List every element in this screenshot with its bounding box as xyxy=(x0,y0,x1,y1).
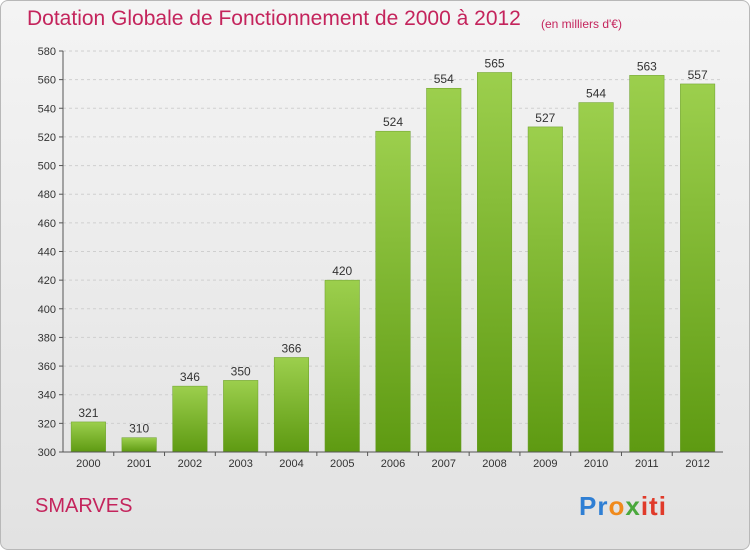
y-axis: 300 320 340 360 380 400 420 440 460 480 500 520 540 5… xyxy=(38,46,64,459)
bar-value-label: 321 xyxy=(78,406,98,420)
bar-value-label: 554 xyxy=(434,72,454,86)
y-tick-label: 360 xyxy=(38,361,56,373)
bar-value-label: 310 xyxy=(129,422,149,436)
bar-value-label: 565 xyxy=(485,56,505,70)
bar-value-label: 346 xyxy=(180,370,200,384)
y-tick-label: 500 xyxy=(38,161,56,173)
y-tick-label: 380 xyxy=(38,332,56,344)
y-tick-label: 560 xyxy=(38,75,56,87)
y-tick-label: 540 xyxy=(38,103,56,115)
x-tick-label: 2005 xyxy=(330,458,354,470)
x-tick-label: 2006 xyxy=(381,458,405,470)
y-tick-label: 580 xyxy=(38,46,56,58)
x-tick-label: 2001 xyxy=(127,458,151,470)
bar xyxy=(223,380,259,453)
x-tick-label: 2004 xyxy=(279,458,303,470)
logo-part: iti xyxy=(640,491,667,521)
bar xyxy=(70,421,106,453)
x-tick-label: 2010 xyxy=(584,458,608,470)
logo-part: Pr xyxy=(579,491,609,521)
bar xyxy=(172,385,208,453)
x-tick-label: 2012 xyxy=(685,458,709,470)
bar-value-label: 557 xyxy=(688,68,708,82)
x-tick-label: 2009 xyxy=(533,458,557,470)
y-tick-label: 320 xyxy=(38,418,56,430)
bar-value-label: 350 xyxy=(231,364,251,378)
x-tick-label: 2011 xyxy=(635,458,659,470)
bar xyxy=(680,83,716,453)
x-tick-label: 2002 xyxy=(178,458,202,470)
bar xyxy=(578,102,614,453)
bar-value-label: 563 xyxy=(637,59,657,73)
y-tick-label: 300 xyxy=(38,447,56,459)
bar-value-label: 544 xyxy=(586,87,606,101)
x-tick-label: 2008 xyxy=(482,458,506,470)
x-tick-label: 2003 xyxy=(228,458,252,470)
logo-part: o xyxy=(608,491,626,521)
bar xyxy=(426,87,462,453)
bar-value-label: 366 xyxy=(281,341,301,355)
bar xyxy=(121,437,157,453)
y-tick-label: 480 xyxy=(38,189,56,201)
y-tick-label: 400 xyxy=(38,304,56,316)
bar xyxy=(629,75,665,453)
x-tick-label: 2007 xyxy=(432,458,456,470)
y-tick-label: 520 xyxy=(38,132,56,144)
commune-name: SMARVES xyxy=(35,495,133,517)
proxiti-logo[interactable]: Proxiti xyxy=(579,491,667,522)
y-tick-label: 420 xyxy=(38,275,56,287)
bar xyxy=(375,130,411,453)
bar xyxy=(324,279,360,453)
x-axis: 2000 2001 2002 2003 2004 2005 2006 2007 2008 2009… xyxy=(63,451,723,470)
chart-title: Dotation Globale de Fonctionnement de 20… xyxy=(27,7,521,30)
chart-subtitle: (en milliers d'€) xyxy=(541,17,622,31)
y-tick-label: 460 xyxy=(38,218,56,230)
bar-value-label: 420 xyxy=(332,264,352,278)
bars xyxy=(70,72,716,453)
bar xyxy=(477,72,513,453)
y-tick-label: 440 xyxy=(38,247,56,259)
logo-part: x xyxy=(625,491,641,521)
bar xyxy=(273,357,309,453)
y-tick-label: 340 xyxy=(38,390,56,402)
x-tick-label: 2000 xyxy=(76,458,100,470)
bar-value-label: 524 xyxy=(383,115,403,129)
bar-value-label: 527 xyxy=(535,111,555,125)
bar xyxy=(527,126,563,453)
value-labels: 321 310 346 350 366 420 524 554 565 527 544 563 557 xyxy=(78,56,708,435)
